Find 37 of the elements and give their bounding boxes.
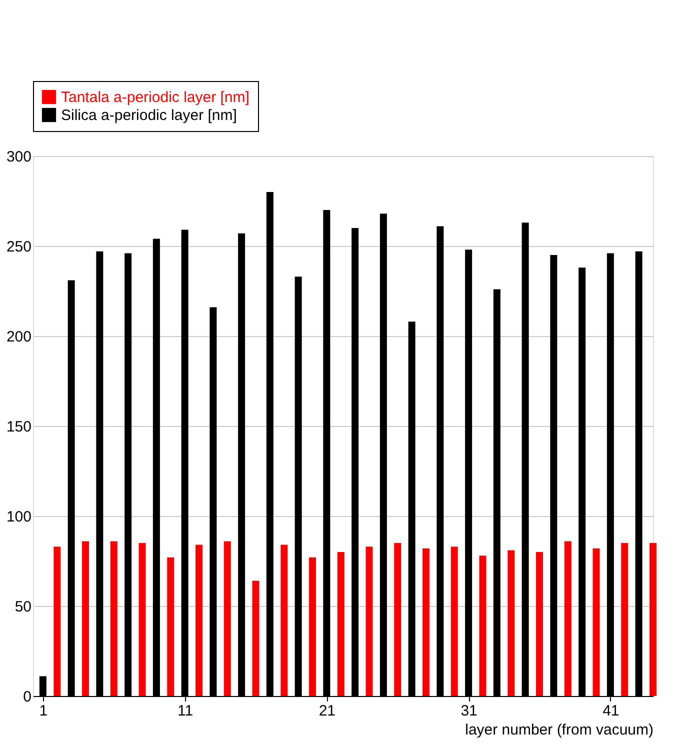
y-tick-label: 0 xyxy=(23,688,32,706)
bar xyxy=(280,544,288,696)
bar xyxy=(337,552,344,696)
x-tick-label: 1 xyxy=(39,702,48,720)
legend-label: Tantala a-periodic layer [nm] xyxy=(61,89,250,106)
x-tick-label: 21 xyxy=(318,702,336,720)
bar xyxy=(650,543,656,696)
x-axis-title: layer number (from vacuum) xyxy=(465,722,654,738)
bar xyxy=(82,541,89,696)
y-tick-label: 150 xyxy=(6,418,32,436)
bar xyxy=(422,548,430,696)
bar xyxy=(479,556,486,696)
x-tick-label: 41 xyxy=(602,702,620,720)
bar xyxy=(308,557,316,696)
legend-label: Silica a-periodic layer [nm] xyxy=(61,107,237,124)
bar xyxy=(138,543,146,696)
bar xyxy=(536,552,543,696)
bar xyxy=(167,557,174,696)
bar xyxy=(366,546,373,696)
y-tick-label: 250 xyxy=(6,238,32,256)
bar xyxy=(592,548,600,696)
bar xyxy=(450,546,458,696)
bar xyxy=(508,550,515,696)
bar xyxy=(564,541,572,696)
y-tick-label: 50 xyxy=(14,598,32,616)
bar xyxy=(224,541,231,696)
bar xyxy=(110,541,118,696)
bar xyxy=(621,543,628,696)
y-tick-label: 200 xyxy=(6,328,32,346)
bar xyxy=(54,546,61,696)
bar xyxy=(394,543,402,696)
y-tick-label: 300 xyxy=(6,148,32,166)
bar xyxy=(252,580,260,696)
y-tick-label: 100 xyxy=(6,508,32,526)
x-tick-label: 31 xyxy=(460,702,478,720)
bar xyxy=(195,544,202,696)
x-tick-label: 11 xyxy=(178,702,194,720)
